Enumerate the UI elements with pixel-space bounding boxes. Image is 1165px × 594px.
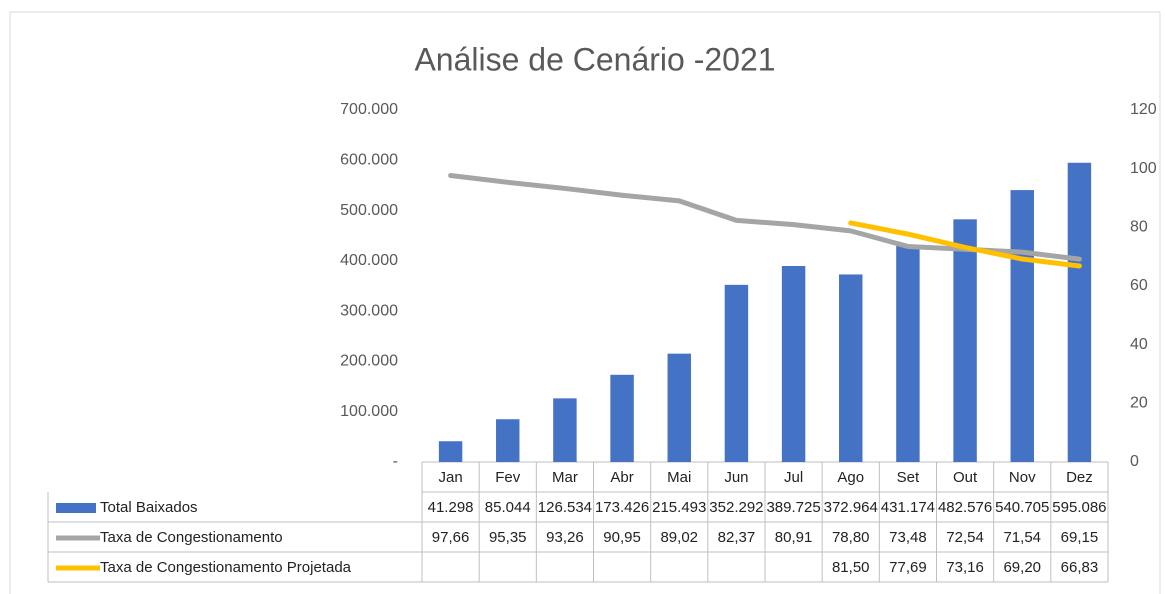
table-value: 81,50 [832,559,870,576]
table-value: 72,54 [946,529,984,546]
x-tick-label: Nov [1009,469,1036,486]
y-tick-label: 400.000 [340,252,398,269]
y2-tick-label: 20 [1130,395,1148,412]
table-value: 77,69 [889,559,927,576]
bar [781,266,806,462]
y-tick-label: 300.000 [340,302,398,319]
legend-label: Total Baixados [100,499,198,516]
table-value: 69,20 [1003,559,1041,576]
y2-tick-label: 100 [1130,160,1157,177]
table-value: 431.174 [881,499,935,516]
y2-tick-label: 60 [1130,277,1148,294]
table-value: 389.725 [766,499,820,516]
table-value: 90,95 [603,529,641,546]
x-tick-label: Jan [438,469,462,486]
table-value: 352.292 [709,499,763,516]
bar [496,419,520,462]
table-value: 540.705 [995,499,1049,516]
x-tick-label: Ago [837,469,864,486]
table-value: 73,16 [946,559,984,576]
x-tick-label: Abr [610,469,633,486]
table-value: 215.493 [652,499,706,516]
table-value: 82,37 [718,529,756,546]
y-tick-label: 700.000 [340,101,398,118]
table-value: 89,02 [660,529,698,546]
x-tick-label: Mai [667,469,691,486]
y-tick-label: 100.000 [340,403,398,420]
line [448,173,1082,262]
x-tick-label: Fev [495,469,521,486]
table-value: 66,83 [1061,559,1099,576]
y-tick-label: - [393,453,398,470]
y-tick-label: 200.000 [340,353,398,370]
y-tick-label: 600.000 [340,152,398,169]
y2-tick-label: 40 [1130,336,1148,353]
bar [839,274,863,462]
table-value: 126.534 [538,499,592,516]
legend-label: Taxa de Congestionamento Projetada [100,559,352,576]
x-tick-label: Set [897,469,920,486]
bar [438,441,463,462]
bar [724,284,749,462]
bar [610,374,634,462]
table-value: 73,48 [889,529,927,546]
x-tick-label: Dez [1066,469,1093,486]
legend-label: Taxa de Congestionamento [100,529,283,546]
y2-tick-label: 0 [1130,453,1139,470]
line [848,220,1082,269]
x-tick-label: Jul [784,469,803,486]
bar [1010,190,1034,462]
table-value: 173.426 [595,499,649,516]
chart-frame [9,11,1161,594]
y2-tick-label: 120 [1130,101,1157,118]
table-value: 80,91 [775,529,813,546]
bar [953,219,977,462]
bar [553,398,577,462]
table-value: 41.298 [428,499,474,516]
table-value: 93,26 [546,529,584,546]
x-tick-label: Jun [724,469,748,486]
table-value: 482.576 [938,499,992,516]
table-value: 372.964 [824,499,878,516]
table-value: 95,35 [489,529,527,546]
x-tick-label: Mar [552,469,578,486]
chart-title: Análise de Cenário -2021 [414,41,775,77]
table-value: 97,66 [432,529,470,546]
y-tick-label: 500.000 [340,202,398,219]
bar [896,245,920,462]
table-value: 78,80 [832,529,870,546]
y2-tick-label: 80 [1130,219,1148,236]
table-value: 69,15 [1061,529,1099,546]
x-tick-label: Out [953,469,978,486]
legend-key [56,503,96,513]
table-value: 85.044 [485,499,531,516]
bar [667,353,691,462]
table-value: 595.086 [1052,499,1106,516]
table-value: 71,54 [1003,529,1041,546]
bar [1067,162,1092,462]
